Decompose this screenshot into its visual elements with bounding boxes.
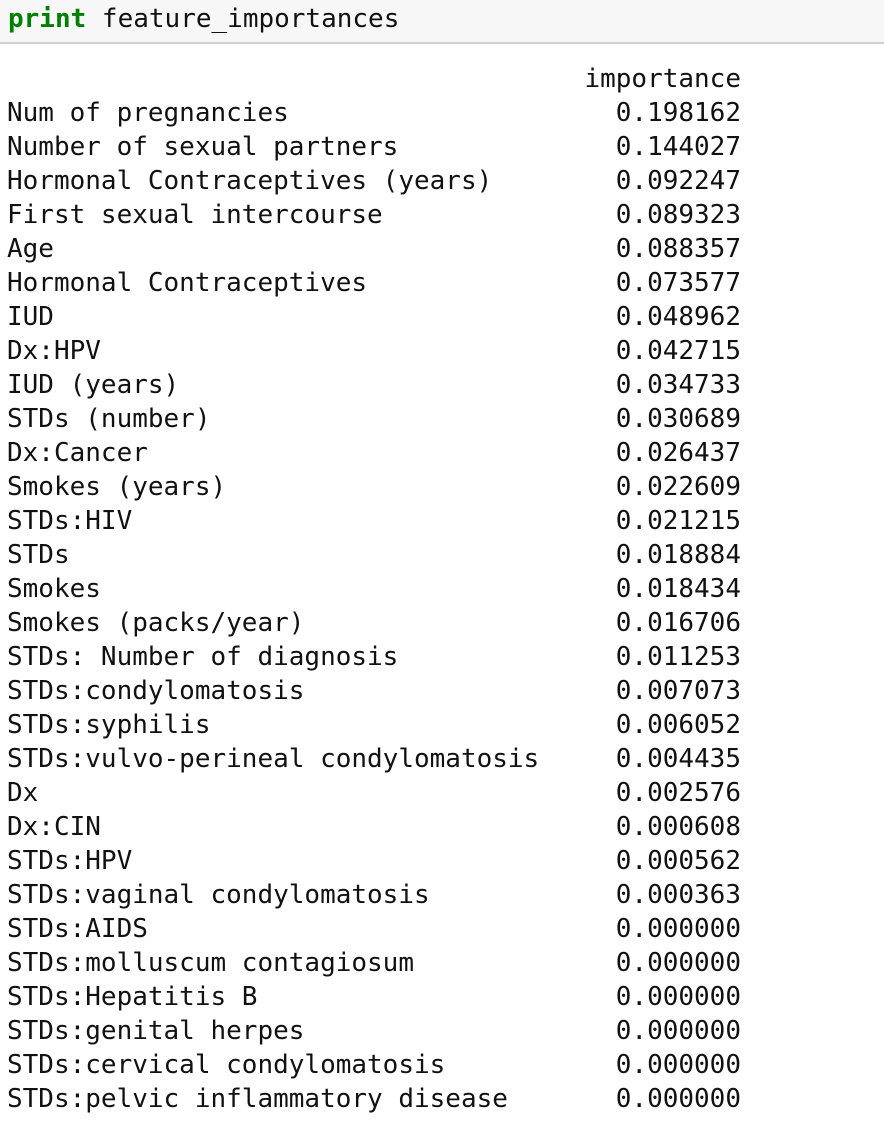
print-keyword: print	[8, 4, 87, 34]
importance-value: 0.198162	[615, 98, 741, 128]
table-row: STDs (number) 0.030689	[7, 402, 767, 436]
feature-name: Smokes (packs/year)	[7, 608, 305, 638]
feature-name: STDs:HIV	[7, 506, 133, 536]
importance-value: 0.000363	[615, 880, 741, 910]
feature-name: First sexual intercourse	[7, 200, 383, 230]
importance-value: 0.004435	[615, 744, 741, 774]
code-input-cell[interactable]: print feature_importances	[0, 0, 884, 44]
table-row: STDs:syphilis 0.006052	[7, 708, 767, 742]
importance-value: 0.011253	[615, 642, 741, 672]
importance-value: 0.144027	[615, 132, 741, 162]
importance-value: 0.042715	[615, 336, 741, 366]
feature-name: STDs:vaginal condylomatosis	[7, 880, 430, 910]
table-row: STDs:vulvo-perineal condylomatosis 0.0044…	[7, 742, 767, 776]
table-row: STDs:genital herpes 0.000000	[7, 1014, 767, 1048]
feature-name: Dx:Cancer	[7, 438, 148, 468]
importance-column-header: importance	[584, 64, 741, 94]
importance-value: 0.000562	[615, 846, 741, 876]
table-header-row: importance	[7, 62, 767, 96]
feature-name: Dx:CIN	[7, 812, 101, 842]
feature-name: STDs:genital herpes	[7, 1016, 305, 1046]
feature-name: STDs	[7, 540, 70, 570]
importance-value: 0.000000	[615, 1084, 741, 1114]
table-row: Dx:Cancer 0.026437	[7, 436, 767, 470]
importance-value: 0.007073	[615, 676, 741, 706]
importance-value: 0.000000	[615, 1016, 741, 1046]
table-row: Smokes (years) 0.022609	[7, 470, 767, 504]
table-row: Dx 0.002576	[7, 776, 767, 810]
print-statement: feature_importances	[86, 4, 400, 34]
feature-name: Dx:HPV	[7, 336, 101, 366]
feature-name: Dx	[7, 778, 39, 808]
importance-value: 0.034733	[615, 370, 741, 400]
feature-name: STDs:vulvo-perineal condylomatosis	[7, 744, 540, 774]
table-row: Num of pregnancies 0.198162	[7, 96, 767, 130]
feature-name: STDs:AIDS	[7, 914, 148, 944]
importance-value: 0.016706	[615, 608, 741, 638]
table-row: Smokes (packs/year) 0.016706	[7, 606, 767, 640]
table-row: Number of sexual partners 0.144027	[7, 130, 767, 164]
table-row: Smokes 0.018434	[7, 572, 767, 606]
feature-name: STDs: Number of diagnosis	[7, 642, 399, 672]
table-row: STDs: Number of diagnosis 0.011253	[7, 640, 767, 674]
feature-name: Age	[7, 234, 54, 264]
feature-name: STDs (number)	[7, 404, 211, 434]
feature-name: Smokes	[7, 574, 101, 604]
table-row: STDs:vaginal condylomatosis 0.000363	[7, 878, 767, 912]
table-row: STDs:condylomatosis 0.007073	[7, 674, 767, 708]
importance-value: 0.030689	[615, 404, 741, 434]
table-row: Hormonal Contraceptives 0.073577	[7, 266, 767, 300]
table-row: IUD (years) 0.034733	[7, 368, 767, 402]
importance-value: 0.000608	[615, 812, 741, 842]
importance-value: 0.092247	[615, 166, 741, 196]
importance-value: 0.018434	[615, 574, 741, 604]
feature-name: STDs:Hepatitis B	[7, 982, 258, 1012]
feature-name: Smokes (years)	[7, 472, 227, 502]
table-row: STDs:HIV 0.021215	[7, 504, 767, 538]
feature-name: Num of pregnancies	[7, 98, 289, 128]
feature-name: IUD	[7, 302, 54, 332]
table-row: STDs:cervical condylomatosis 0.000000	[7, 1048, 767, 1082]
importance-value: 0.026437	[615, 438, 741, 468]
table-row: STDs:pelvic inflammatory disease 0.000000	[7, 1082, 767, 1116]
importance-value: 0.000000	[615, 982, 741, 1012]
importance-value: 0.048962	[615, 302, 741, 332]
importance-value: 0.000000	[615, 948, 741, 978]
importance-value: 0.088357	[615, 234, 741, 264]
feature-name: Hormonal Contraceptives (years)	[7, 166, 493, 196]
importance-value: 0.000000	[615, 914, 741, 944]
table-row: STDs:Hepatitis B 0.000000	[7, 980, 767, 1014]
feature-name: Hormonal Contraceptives	[7, 268, 368, 298]
table-row: Hormonal Contraceptives (years) 0.092247	[7, 164, 767, 198]
feature-name: Number of sexual partners	[7, 132, 399, 162]
table-row: Age 0.088357	[7, 232, 767, 266]
importance-value: 0.089323	[615, 200, 741, 230]
table-row: STDs:HPV 0.000562	[7, 844, 767, 878]
table-body: Num of pregnancies 0.198162 Number of sexu…	[7, 96, 767, 1116]
importance-value: 0.018884	[615, 540, 741, 570]
output-table: importance Num of pregnancies 0.198162 Num…	[7, 62, 767, 1116]
table-row: Dx:HPV 0.042715	[7, 334, 767, 368]
importance-value: 0.006052	[615, 710, 741, 740]
table-row: First sexual intercourse 0.089323	[7, 198, 767, 232]
feature-name: STDs:molluscum contagiosum	[7, 948, 414, 978]
importance-value: 0.000000	[615, 1050, 741, 1080]
importance-value: 0.022609	[615, 472, 741, 502]
feature-name: IUD (years)	[7, 370, 180, 400]
table-row: IUD 0.048962	[7, 300, 767, 334]
table-row: STDs:AIDS 0.000000	[7, 912, 767, 946]
feature-name: STDs:pelvic inflammatory disease	[7, 1084, 508, 1114]
importance-value: 0.021215	[615, 506, 741, 536]
feature-name: STDs:cervical condylomatosis	[7, 1050, 446, 1080]
code-line[interactable]: print feature_importances	[8, 2, 399, 36]
feature-name: STDs:HPV	[7, 846, 133, 876]
feature-name: STDs:condylomatosis	[7, 676, 305, 706]
feature-name: STDs:syphilis	[7, 710, 211, 740]
table-row: STDs:molluscum contagiosum 0.000000	[7, 946, 767, 980]
table-row: Dx:CIN 0.000608	[7, 810, 767, 844]
importance-value: 0.073577	[615, 268, 741, 298]
importance-value: 0.002576	[615, 778, 741, 808]
table-row: STDs 0.018884	[7, 538, 767, 572]
